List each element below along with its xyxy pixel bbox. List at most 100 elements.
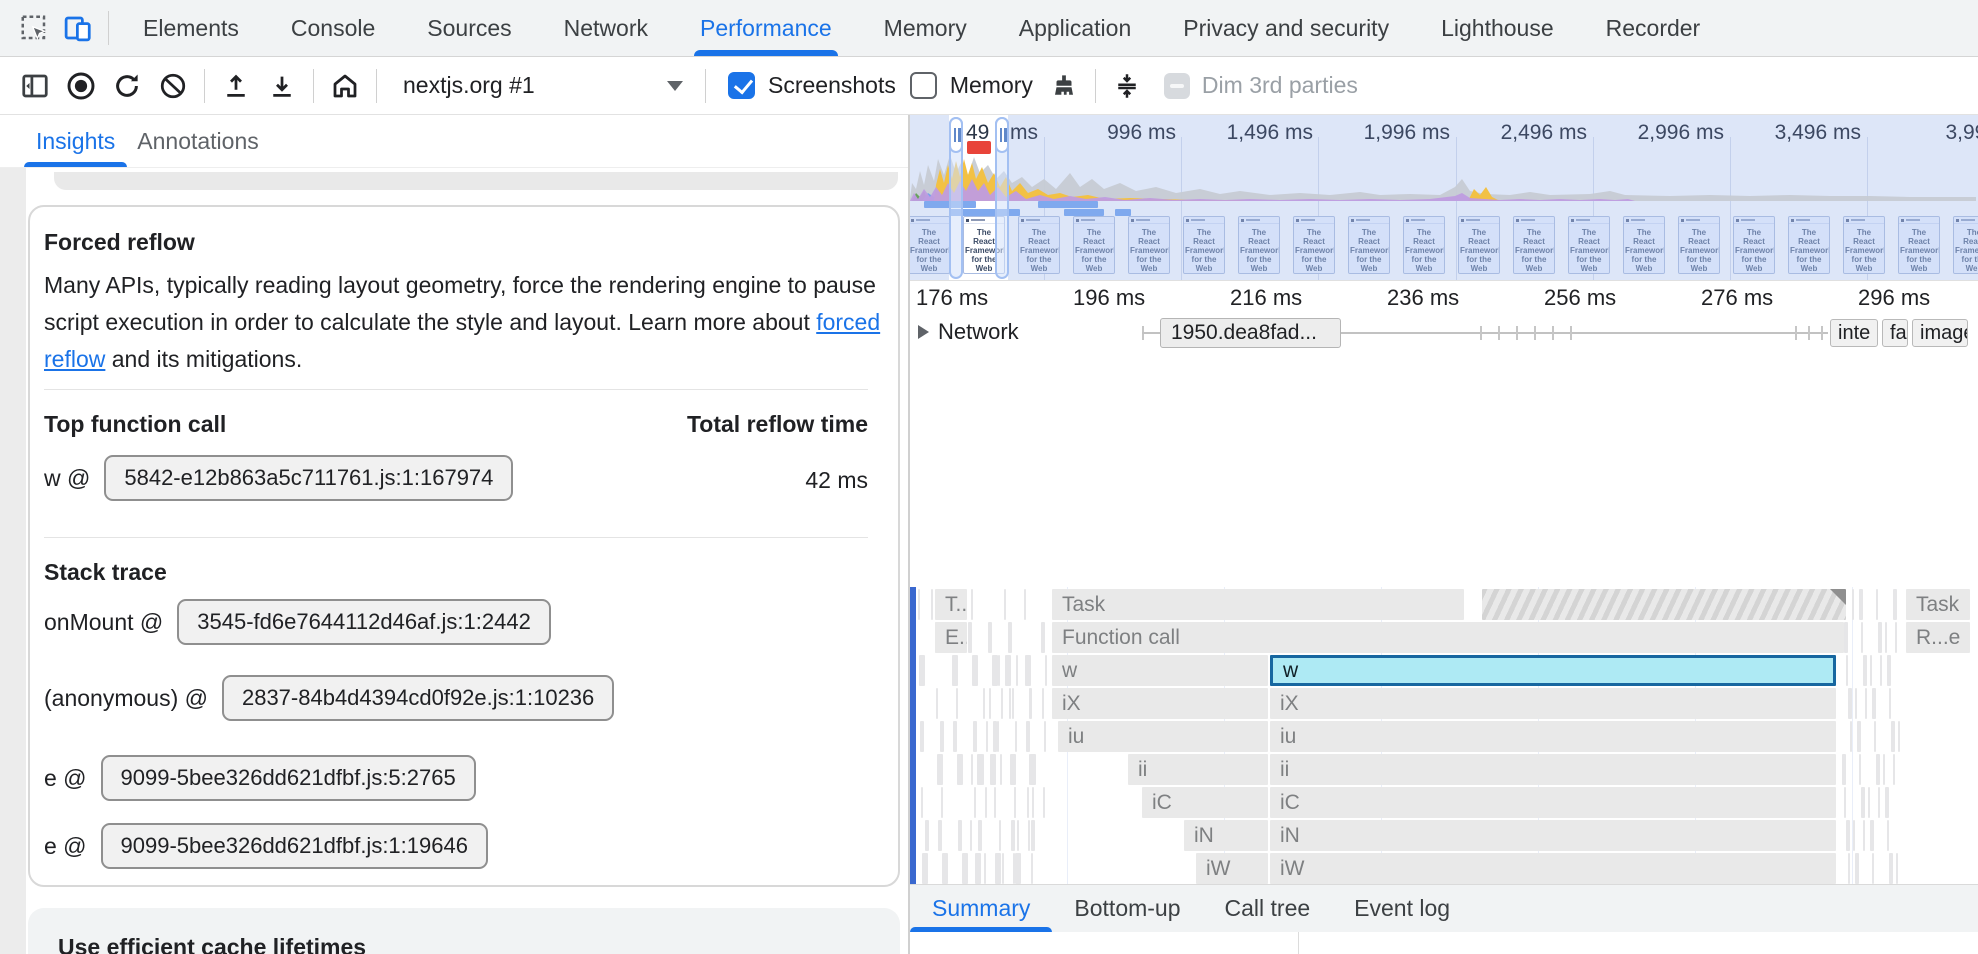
flame-sliver (978, 820, 982, 851)
screenshot-thumbnail[interactable]: The React Framework for the Web (1073, 216, 1115, 274)
screenshot-thumbnail[interactable]: The React Framework for the Web (1733, 216, 1775, 274)
screenshot-thumbnail[interactable]: The React Framework for the Web (910, 216, 950, 274)
network-request[interactable]: fa (1882, 319, 1908, 347)
track-accent-bar (910, 587, 916, 954)
load-profile-icon[interactable] (213, 63, 259, 109)
flame-entry[interactable]: iW (1196, 853, 1268, 884)
network-request[interactable]: 1950.dea8fad... (1160, 318, 1341, 348)
source-location-link[interactable]: 9099-5bee326dd621dfbf.js:5:2765 (100, 755, 476, 801)
forced-reflow-link[interactable]: forced reflow (44, 309, 881, 372)
screenshot-thumbnail[interactable]: The React Framework for the Web (1843, 216, 1885, 274)
flame-entry[interactable]: Task (1052, 589, 1464, 620)
network-request[interactable]: inte (1830, 319, 1878, 347)
selection-handle-right[interactable] (995, 117, 1009, 279)
flame-entry-hatched[interactable] (1482, 589, 1846, 620)
thumbnail-header (1019, 217, 1059, 224)
screenshot-thumbnail[interactable]: The React Framework for the Web (1018, 216, 1060, 274)
screenshot-thumbnail[interactable]: The React Framework for the Web (1568, 216, 1610, 274)
source-location-link[interactable]: 2837-84b4d4394cd0f92e.js:1:10236 (221, 675, 615, 721)
screenshot-thumbnail[interactable]: The React Framework for the Web (1238, 216, 1280, 274)
bottom-tab-event-log[interactable]: Event log (1354, 895, 1451, 921)
insights-tab-annotations[interactable]: Annotations (137, 127, 259, 154)
flame-entry[interactable]: iX (1270, 688, 1836, 719)
thumbnail-header-line (1136, 219, 1150, 221)
screenshot-thumbnail[interactable]: The React Framework for the Web (1678, 216, 1720, 274)
tab-console[interactable]: Console (290, 14, 376, 41)
flame-entry[interactable]: iX (1052, 688, 1268, 719)
flame-entry-label: w (1283, 659, 1299, 682)
source-location-link[interactable]: 5842-e12b863a5c711761.js:1:167974 (104, 455, 514, 501)
flame-entry-label: w (1062, 659, 1078, 682)
timeline-minimap[interactable]: 996 ms 1,496 ms 1,996 ms 2,496 ms 2,996 ms 3,… (910, 115, 1978, 281)
cache-lifetimes-card[interactable]: Use efficient cache lifetimes (28, 908, 900, 954)
thumbnail-header-line (1906, 219, 1920, 221)
flame-entry[interactable]: ii (1270, 754, 1836, 785)
flame-entry-label: iu (1280, 725, 1297, 748)
screenshot-thumbnail[interactable]: The React Framework for the Web (1898, 216, 1940, 274)
bottom-tab-summary[interactable]: Summary (910, 885, 1053, 932)
device-toolbar-icon[interactable] (56, 6, 100, 50)
bottom-tab-call-tree[interactable]: Call tree (1224, 895, 1311, 921)
devtools-tabbar: Elements Console Sources Network Performance… (0, 0, 1978, 57)
tab-sources[interactable]: Sources (427, 14, 512, 41)
bottom-tab-bottom-up[interactable]: Bottom-up (1074, 895, 1181, 921)
screenshot-thumbnail[interactable]: The React Framework for the Web (1403, 216, 1445, 274)
memory-checkbox[interactable]: Memory (909, 72, 1033, 99)
profile-select[interactable]: nextjs.org #1 (385, 64, 697, 108)
source-location-link[interactable]: 9099-5bee326dd621dfbf.js:1:19646 (100, 823, 488, 869)
tab-memory[interactable]: Memory (883, 14, 967, 41)
record-icon[interactable] (58, 63, 104, 109)
forced-reflow-card[interactable]: Forced reflow Many APIs, typically readi… (28, 205, 900, 887)
flame-entry[interactable]: Task (1906, 589, 1970, 620)
screenshot-thumbnail[interactable]: The React Framework for the Web (1458, 216, 1500, 274)
flame-entry[interactable]: E... (935, 622, 967, 653)
flame-entry[interactable]: ii (1128, 754, 1268, 785)
screenshots-checkbox[interactable]: Screenshots (728, 72, 896, 99)
flame-entry[interactable]: Function call (1052, 622, 1844, 653)
flame-sliver (971, 754, 973, 785)
flame-entry[interactable]: T... (935, 589, 967, 620)
screenshot-thumbnail[interactable]: The React Framework for the Web (1788, 216, 1830, 274)
screenshot-thumbnail[interactable]: The React Framework for the Web (1293, 216, 1335, 274)
flame-entry[interactable]: iN (1270, 820, 1836, 851)
flame-entry[interactable]: iC (1142, 787, 1268, 818)
save-profile-icon[interactable] (259, 63, 305, 109)
tab-elements[interactable]: Elements (143, 14, 239, 41)
toggle-sidebar-icon[interactable] (12, 63, 58, 109)
screenshot-thumbnail[interactable]: The React Framework for the Web (1183, 216, 1225, 274)
collect-garbage-icon[interactable] (1041, 63, 1087, 109)
network-request[interactable]: image (1912, 319, 1968, 347)
tab-privacy-and-security[interactable]: Privacy and security (1183, 14, 1390, 41)
flame-entry[interactable]: w (1052, 655, 1268, 686)
live-metrics-home-icon[interactable] (322, 63, 368, 109)
screenshot-thumbnail[interactable]: The React Framework for the Web (1513, 216, 1555, 274)
flame-sliver (972, 655, 978, 686)
flame-entry[interactable]: R...e (1906, 622, 1970, 653)
thumbnail-header (1129, 217, 1169, 224)
insights-tab-insights[interactable]: Insights (23, 115, 128, 167)
flame-entry[interactable]: iu (1270, 721, 1836, 752)
reload-record-icon[interactable] (104, 63, 150, 109)
tab-recorder[interactable]: Recorder (1605, 14, 1701, 41)
tab-application[interactable]: Application (1018, 14, 1132, 41)
tab-lighthouse[interactable]: Lighthouse (1441, 14, 1554, 41)
network-track-toggle[interactable]: Network (918, 319, 1019, 345)
flame-entry[interactable]: iN (1184, 820, 1268, 851)
flame-entry[interactable]: iC (1270, 787, 1836, 818)
clear-icon[interactable] (150, 63, 196, 109)
screenshot-thumbnail[interactable]: The React Framework for the Web (1128, 216, 1170, 274)
screenshot-thumbnail[interactable]: The React Framework for the Web (1348, 216, 1390, 274)
divider (705, 68, 706, 103)
selection-handle-left[interactable] (949, 117, 963, 279)
screenshot-thumbnail[interactable]: The React Framework for the Web (1623, 216, 1665, 274)
collapse-expand-icon[interactable] (1104, 63, 1150, 109)
inspect-element-icon[interactable] (12, 6, 56, 50)
source-location-link[interactable]: 3545-fd6e7644112d46af.js:1:2442 (177, 599, 551, 645)
flame-entry[interactable]: iu (1058, 721, 1268, 752)
tab-performance[interactable]: Performance (674, 0, 858, 56)
tab-network[interactable]: Network (563, 14, 648, 41)
dim-3rd-parties-toggle[interactable]: Dim 3rd parties (1163, 72, 1358, 99)
screenshot-thumbnail[interactable]: The React Framework for the Web (1953, 216, 1978, 274)
flame-entry[interactable]: iW (1270, 853, 1836, 884)
flame-entry-selected[interactable]: w (1270, 655, 1836, 686)
